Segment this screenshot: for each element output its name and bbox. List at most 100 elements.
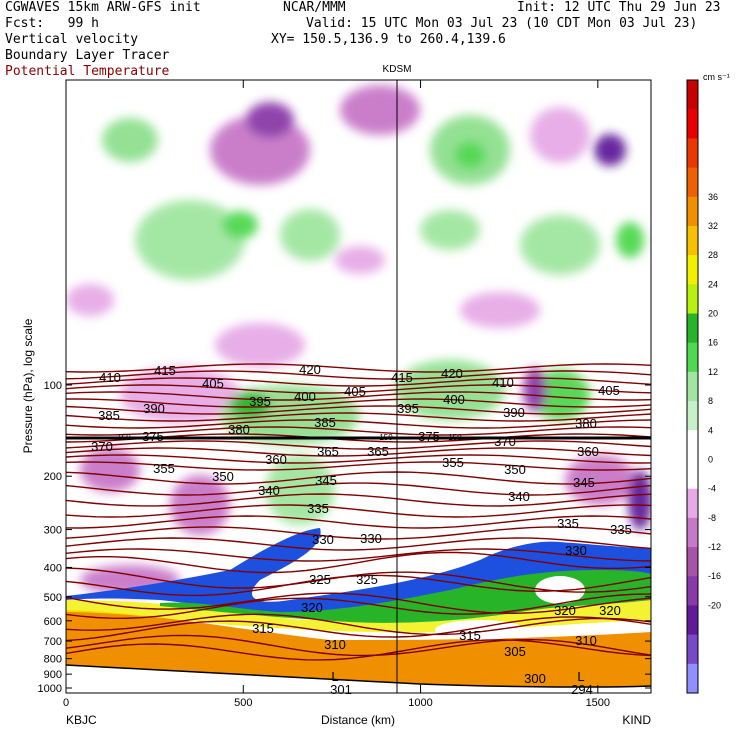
colorbar-segment — [687, 342, 698, 373]
y-tick-label: 400 — [44, 562, 62, 574]
colorbar-units: cm s⁻¹ — [703, 72, 730, 82]
theta-contour — [66, 471, 651, 485]
colorbar-segment — [687, 605, 698, 636]
theta-label: 390 — [143, 401, 165, 416]
theta-label: 330 — [312, 532, 334, 547]
theta-label: 380 — [228, 422, 250, 437]
colorbar-tick-label: 0 — [708, 454, 713, 464]
colorbar-segment — [687, 576, 698, 606]
potential-temperature-contours — [66, 363, 651, 661]
wv-blob — [454, 141, 486, 169]
colorbar-tick-label: 24 — [708, 279, 718, 289]
theta-contour — [66, 493, 651, 507]
x-axis-ticks: 0 500 1000 1500 — [63, 80, 610, 709]
theta-label: 370 — [494, 434, 516, 449]
y-tick-label: 300 — [44, 525, 62, 537]
header-model: CGWAVES 15km ARW-GFS init — [5, 0, 201, 15]
theta-contour — [66, 363, 651, 373]
y-tick-label: 200 — [44, 471, 62, 483]
wv-blob — [222, 211, 258, 239]
theta-label: 340 — [508, 489, 530, 504]
theta-label: 300 — [524, 671, 546, 686]
theta-label: 310 — [324, 637, 346, 652]
theta-label: 315 — [459, 628, 481, 643]
colorbar-tick-label: 20 — [708, 309, 718, 319]
theta-label: 310 — [575, 633, 597, 648]
theta-contour — [66, 548, 651, 562]
y-tick-label: 500 — [44, 592, 62, 604]
theta-contour — [66, 454, 651, 464]
theta-label: 305 — [504, 644, 526, 659]
theta-contour — [66, 405, 651, 415]
y-tick-label: 800 — [44, 654, 62, 666]
theta-contour — [66, 593, 651, 620]
theta-contour — [66, 426, 651, 436]
colorbar-segment — [687, 634, 698, 665]
colorbar-tick-label: 12 — [708, 367, 718, 377]
theta-contour — [66, 370, 651, 380]
theta-label: 400 — [443, 392, 465, 407]
header-org: NCAR/MMM — [283, 0, 346, 15]
wv-blob — [135, 200, 245, 280]
colorbar-tick-label: -12 — [708, 542, 721, 552]
colorbar-segment — [687, 430, 698, 460]
theta-contour — [66, 419, 651, 429]
theta-label: 355 — [442, 455, 464, 470]
theta-label: 150 — [448, 433, 462, 442]
plot-frame — [65, 79, 652, 694]
colorbar-tick-label: -4 — [708, 484, 716, 494]
colorbar-segment — [687, 517, 698, 548]
header-valid: Valid: 15 UTC Mon 03 Jul 23 (10 CDT Mon … — [306, 16, 698, 31]
colorbar-segment — [687, 663, 698, 694]
theta-label: 345 — [315, 473, 337, 488]
wv-blob — [530, 107, 590, 163]
colorbar-segment — [687, 138, 698, 169]
terrain — [66, 665, 651, 693]
theta-label: 415 — [154, 363, 176, 378]
theta-contour — [66, 634, 651, 657]
colorbar-tick-label: 36 — [708, 192, 718, 202]
theta-label: 320 — [554, 603, 576, 618]
colorbar-segment — [687, 255, 698, 285]
wv-blob — [594, 134, 626, 166]
colorbar-tick-label: 8 — [708, 396, 713, 406]
wv-blob — [280, 209, 340, 261]
theta-label: 294 — [571, 682, 593, 697]
theta-label: 420 — [299, 362, 321, 377]
colorbar-tick-label: 4 — [708, 425, 713, 435]
theta-contour — [66, 526, 651, 540]
theta-label: 350 — [504, 462, 526, 477]
theta-contour — [66, 461, 651, 471]
theta-label: 395 — [397, 401, 419, 416]
colorbar-segment — [687, 488, 698, 519]
wv-blob — [420, 210, 480, 250]
theta-contour — [66, 592, 651, 615]
colorbar-segment — [687, 371, 698, 402]
colorbar-segment — [687, 109, 698, 139]
wv-blob — [628, 470, 651, 530]
colorbar-tick-label: -16 — [708, 571, 721, 581]
theta-contour — [66, 398, 651, 408]
theta-contour — [66, 616, 651, 642]
theta-label: 320 — [599, 603, 621, 618]
colorbar-tick-label: 32 — [708, 221, 718, 231]
colorbar: -20 -16 -12 -8 -4 0 4 8 12 16 20 24 28 32 36 — [686, 79, 721, 694]
theta-label: 405 — [344, 384, 366, 399]
theta-label: 360 — [577, 444, 599, 459]
wv-blob — [340, 85, 420, 135]
wv-blob — [520, 215, 600, 275]
x-tick-label: 1000 — [408, 697, 432, 709]
theta-label: 355 — [153, 461, 175, 476]
wv-blob — [265, 455, 335, 525]
header-field-boundary-layer-tracer: Boundary Layer Tracer — [5, 48, 170, 63]
wv-blob — [523, 368, 547, 412]
theta-contour — [66, 377, 651, 387]
header-xy: XY= 150.5,136.9 to 260.4,139.6 — [271, 32, 506, 47]
theta-label: 375 — [418, 429, 440, 444]
theta-label: 150 — [379, 433, 393, 442]
y-tick-label: 100 — [44, 380, 62, 392]
colorbar-segment — [687, 80, 698, 110]
theta-contour — [66, 504, 651, 518]
theta-label: 340 — [258, 483, 280, 498]
